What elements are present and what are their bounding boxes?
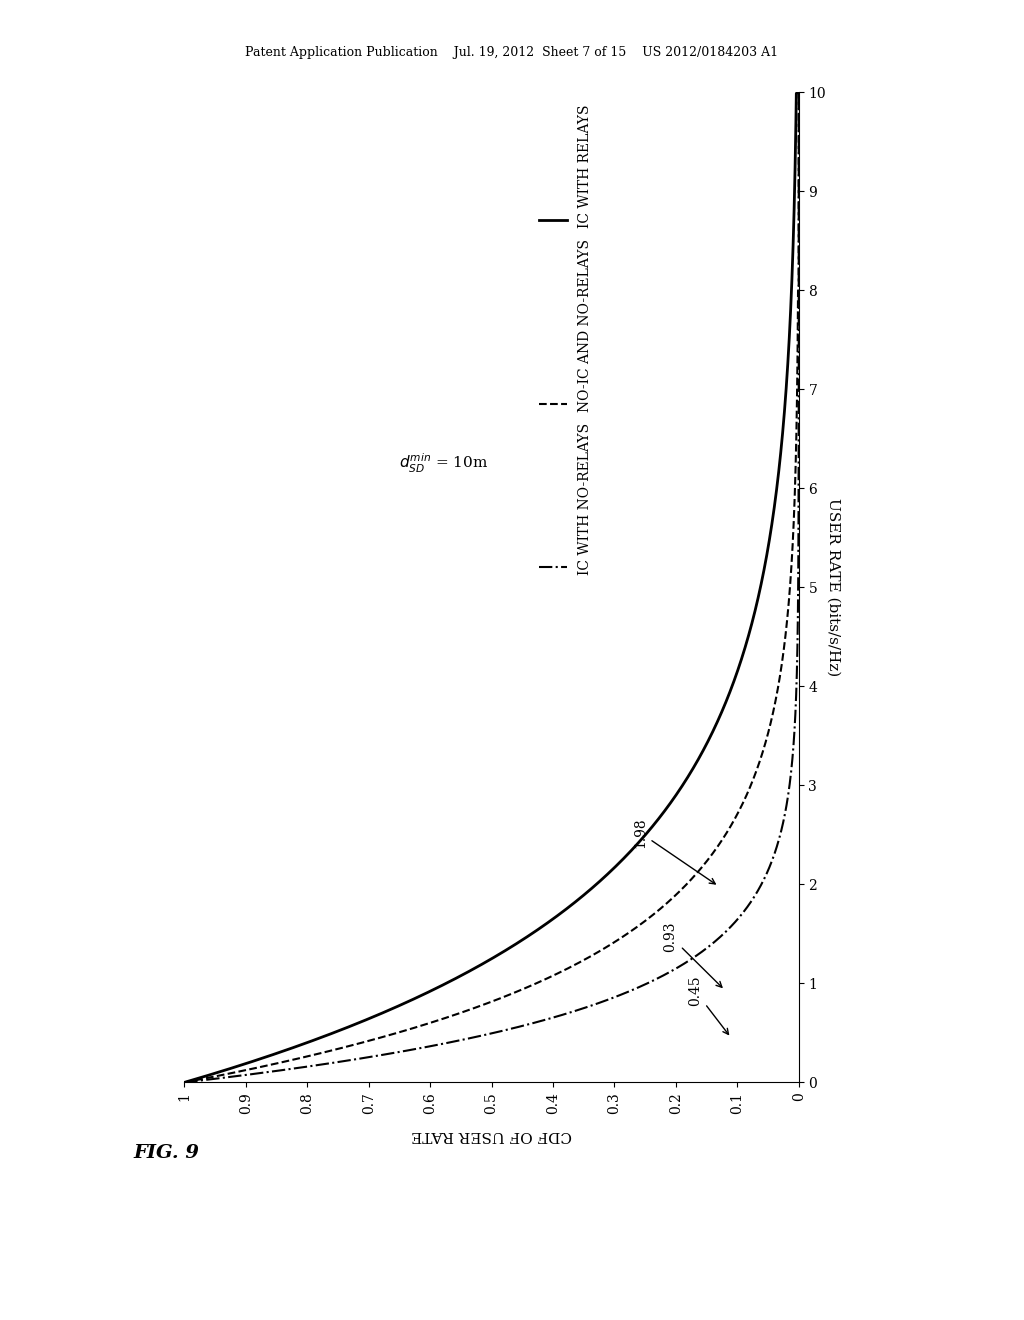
IC WITH RELAYS xyxy=(784,302,797,318)
X-axis label: CDF OF USER RATE: CDF OF USER RATE xyxy=(411,1127,572,1142)
Text: $d_{SD}^{min}$ = 10m: $d_{SD}^{min}$ = 10m xyxy=(399,451,488,475)
NO-IC AND NO-RELAYS xyxy=(778,639,791,655)
IC WITH RELAYS xyxy=(178,1074,190,1090)
IC WITH RELAYS xyxy=(727,675,739,690)
IC WITH NO-RELAYS xyxy=(793,285,805,301)
NO-IC AND NO-RELAYS xyxy=(793,84,805,100)
Text: Patent Application Publication    Jul. 19, 2012  Sheet 7 of 15    US 2012/018420: Patent Application Publication Jul. 19, … xyxy=(246,46,778,59)
IC WITH NO-RELAYS xyxy=(178,1074,190,1090)
NO-IC AND NO-RELAYS xyxy=(178,1074,190,1090)
IC WITH RELAYS xyxy=(785,285,798,301)
NO-IC AND NO-RELAYS xyxy=(535,973,547,989)
Line: IC WITH NO-RELAYS: IC WITH NO-RELAYS xyxy=(184,92,799,1082)
Line: NO-IC AND NO-RELAYS: NO-IC AND NO-RELAYS xyxy=(184,92,799,1082)
IC WITH NO-RELAYS xyxy=(645,973,657,989)
IC WITH NO-RELAYS xyxy=(793,395,805,411)
IC WITH RELAYS xyxy=(444,973,457,989)
Text: FIG. 9: FIG. 9 xyxy=(133,1143,199,1162)
IC WITH NO-RELAYS xyxy=(791,675,803,690)
IC WITH RELAYS xyxy=(779,395,792,411)
NO-IC AND NO-RELAYS xyxy=(773,675,785,690)
NO-IC AND NO-RELAYS xyxy=(792,302,804,318)
Legend: IC WITH RELAYS, NO-IC AND NO-RELAYS, IC WITH NO-RELAYS: IC WITH RELAYS, NO-IC AND NO-RELAYS, IC … xyxy=(534,99,597,581)
Line: IC WITH RELAYS: IC WITH RELAYS xyxy=(184,92,799,1082)
Text: 0.93: 0.93 xyxy=(664,921,722,987)
IC WITH RELAYS xyxy=(793,84,805,100)
IC WITH NO-RELAYS xyxy=(793,84,805,100)
IC WITH NO-RELAYS xyxy=(792,639,804,655)
NO-IC AND NO-RELAYS xyxy=(791,395,803,411)
IC WITH NO-RELAYS xyxy=(793,302,805,318)
Text: 0.45: 0.45 xyxy=(688,975,728,1035)
Text: 1.98: 1.98 xyxy=(633,817,716,884)
IC WITH RELAYS xyxy=(739,639,752,655)
Y-axis label: USER RATE (bits/s/Hz): USER RATE (bits/s/Hz) xyxy=(826,498,840,677)
NO-IC AND NO-RELAYS xyxy=(792,285,804,301)
